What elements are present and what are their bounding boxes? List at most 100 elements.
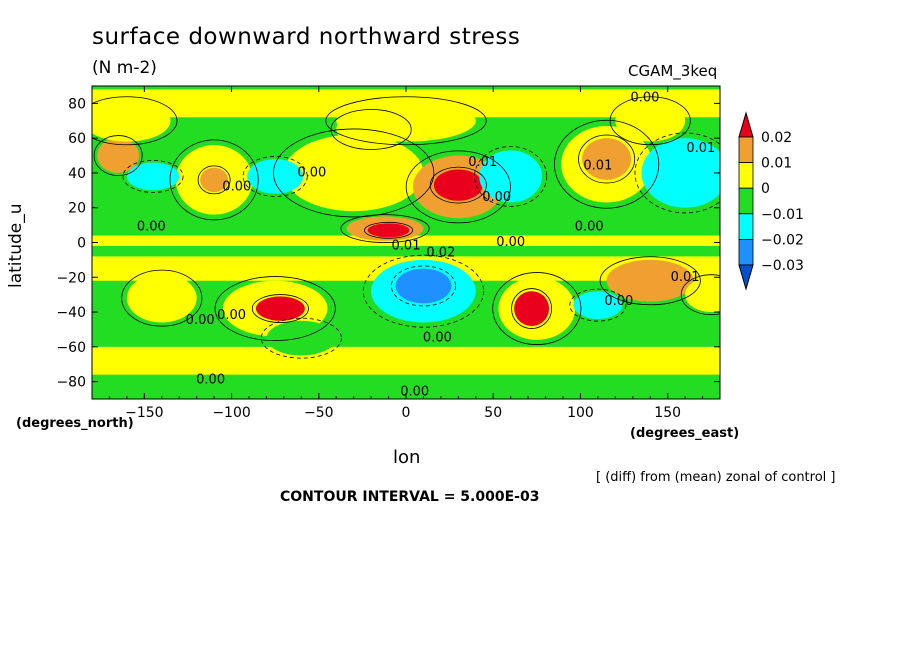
contour-labels: 0.000.010.010.010.000.000.000.00 0.000.00… — [137, 91, 715, 400]
anomaly-cell — [479, 150, 543, 203]
contour-label: 0.00 — [423, 331, 452, 346]
contour-line — [492, 272, 582, 345]
contour-line — [390, 265, 456, 307]
contour-lines — [92, 96, 720, 359]
anomaly-cell — [97, 138, 140, 173]
contour-label: 0.01 — [583, 158, 612, 173]
x-axis-unit: (degrees_east) — [630, 426, 740, 441]
y-tick-label: −20 — [56, 270, 86, 286]
anomaly-cell — [573, 291, 623, 320]
y-tick-label: −80 — [56, 375, 86, 391]
anomaly-cell — [514, 291, 550, 326]
model-label: CGAM_3keq — [628, 62, 718, 80]
chart-title: surface downward northward stress — [92, 24, 521, 50]
contour-label: 0.00 — [482, 190, 511, 205]
contour-label: 0.00 — [631, 91, 660, 106]
contour-line — [362, 254, 485, 328]
y-tick-label: −60 — [56, 340, 86, 356]
anomaly-cell — [685, 277, 720, 313]
anomaly-cell — [200, 167, 229, 193]
colorbar-segment — [738, 238, 754, 266]
contour-line — [569, 288, 627, 322]
anomaly-cell — [283, 134, 424, 212]
contour-label: 0.00 — [496, 235, 525, 250]
contour-line — [197, 165, 231, 195]
anomaly-cell — [92, 99, 171, 142]
x-axis-label: lon — [393, 447, 421, 468]
contour-line — [364, 221, 414, 239]
anomaly-cell — [367, 223, 410, 238]
contour-line — [273, 128, 435, 218]
contour-line — [474, 146, 548, 207]
colorbar-segment — [738, 136, 754, 164]
contour-line — [680, 274, 720, 316]
anomaly-cell — [266, 320, 337, 356]
y-axis-unit: (degrees_north) — [16, 416, 134, 431]
contour-label: 0.01 — [686, 141, 715, 156]
anomaly-cell — [641, 138, 720, 208]
contour-label: 0.00 — [400, 385, 429, 400]
contour-line — [429, 166, 487, 204]
x-tick-label: −50 — [304, 405, 334, 421]
anomaly-cell — [126, 162, 180, 191]
colorbar-top-arrow — [738, 111, 754, 138]
contour-label: 0.00 — [575, 219, 604, 234]
field-band — [92, 346, 720, 375]
axes: −150 −100 −50 0 50 100 150 80 60 40 20 0 −20 −40 −60 −8… — [56, 85, 721, 421]
x-tick-label: −150 — [125, 405, 163, 421]
colorbar-label: 0.02 — [761, 130, 792, 146]
colorbar-label: −0.01 — [761, 207, 804, 223]
colorbar-label: −0.03 — [761, 258, 804, 274]
y-tick-label: 40 — [68, 166, 86, 182]
contour-line — [511, 288, 553, 329]
contour-line — [251, 294, 309, 323]
contour-label: 0.00 — [297, 165, 326, 180]
x-tick-label: 100 — [567, 405, 594, 421]
diff-note: [ (diff) from (mean) zonal of control ] — [596, 470, 836, 485]
contour-line — [214, 276, 336, 341]
contour-line — [93, 135, 143, 176]
y-tick-label: 20 — [68, 201, 86, 217]
anomaly-cell — [336, 99, 476, 142]
contour-line — [260, 317, 342, 359]
contour-line — [169, 139, 259, 221]
contour-line — [340, 214, 430, 243]
anomaly-cell — [606, 259, 694, 302]
contour-line — [599, 256, 701, 306]
anomaly-cell — [255, 296, 305, 321]
contour-line — [92, 96, 178, 146]
y-tick-label: 80 — [68, 96, 86, 112]
contour-label: 0.01 — [671, 270, 700, 285]
contour-line — [122, 160, 184, 193]
contour-label: 0.00 — [137, 219, 166, 234]
contour-line — [242, 156, 308, 197]
colorbar-label: −0.02 — [761, 232, 804, 248]
contour-label: 0.00 — [217, 308, 246, 323]
y-tick-label: 60 — [68, 131, 86, 147]
contour-label: 0.02 — [426, 245, 455, 260]
contour-label: 0.00 — [186, 313, 215, 328]
anomaly-cell — [126, 273, 197, 323]
colorbar-label: 0.01 — [761, 156, 792, 172]
x-tick-label: −100 — [212, 405, 250, 421]
colorbar-segment — [738, 213, 754, 240]
contour-line — [554, 119, 660, 209]
colorbar-segment — [738, 162, 754, 189]
anomaly-cell — [395, 268, 452, 304]
contour-line — [405, 150, 511, 224]
y-tick-label: 0 — [77, 236, 86, 252]
contour-label: 0.00 — [196, 372, 225, 387]
chart-units: (N m-2) — [92, 58, 157, 78]
colorbar: 0.02 0.01 0 −0.01 −0.02 −0.03 — [738, 111, 804, 291]
anomaly-cell — [247, 159, 304, 194]
x-tick-label: 0 — [402, 405, 411, 421]
contour-label: 0.00 — [222, 179, 251, 194]
x-tick-label: 50 — [484, 405, 502, 421]
anomaly-cell — [433, 169, 483, 201]
contour-line — [121, 269, 203, 327]
contour-label: 0.01 — [392, 238, 421, 253]
colorbar-segment — [738, 187, 754, 215]
anomaly-cell — [582, 138, 632, 180]
anomaly-cell — [615, 99, 686, 142]
